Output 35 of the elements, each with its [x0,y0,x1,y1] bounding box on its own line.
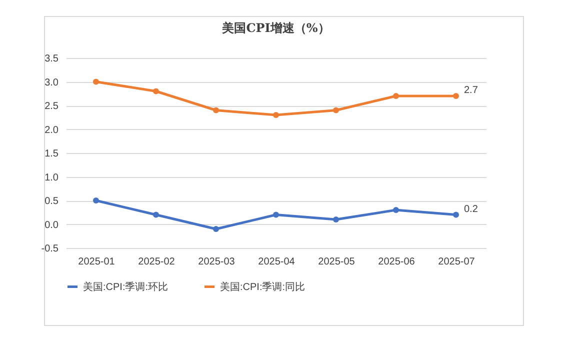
y-tick-label: 2.0 [44,124,59,136]
y-tick-label: 0.0 [44,220,59,231]
y-tick-label: 1.0 [44,172,59,184]
data-label: 2.7 [464,85,478,96]
x-tick-label: 2025-05 [318,256,356,268]
point [333,216,339,222]
point [453,212,459,218]
point [153,212,159,218]
y-tick-label: 3.5 [44,54,59,64]
x-tick-label: 2025-01 [78,256,116,268]
x-tick-label: 2025-02 [138,256,176,268]
chart-title: 美国CPI增速（%） [221,21,330,35]
x-tick-label: 2025-03 [198,256,236,268]
y-tick-label: 3.0 [44,77,59,88]
y-tick-label: 0.5 [44,196,59,207]
y-tick-label: 2.5 [44,101,59,112]
x-tick-label: 2025-06 [378,256,416,268]
point [273,112,279,118]
point [93,198,99,204]
point [393,207,399,213]
x-tick-label: 2025-07 [438,256,476,268]
point [93,78,99,85]
y-tick-label: 1.5 [44,148,59,160]
data-label: 0.2 [464,204,478,215]
point [213,107,219,114]
point [273,212,279,218]
point [213,226,219,232]
legend-label: 美国:CPI:季调:同比 [220,280,306,293]
point [453,93,459,99]
point [393,93,399,99]
point [333,107,339,114]
point [153,88,159,94]
x-tick-label: 2025-04 [258,256,296,268]
y-tick-label: -0.5 [41,244,59,254]
legend-label: 美国:CPI:季调:环比 [83,280,168,293]
